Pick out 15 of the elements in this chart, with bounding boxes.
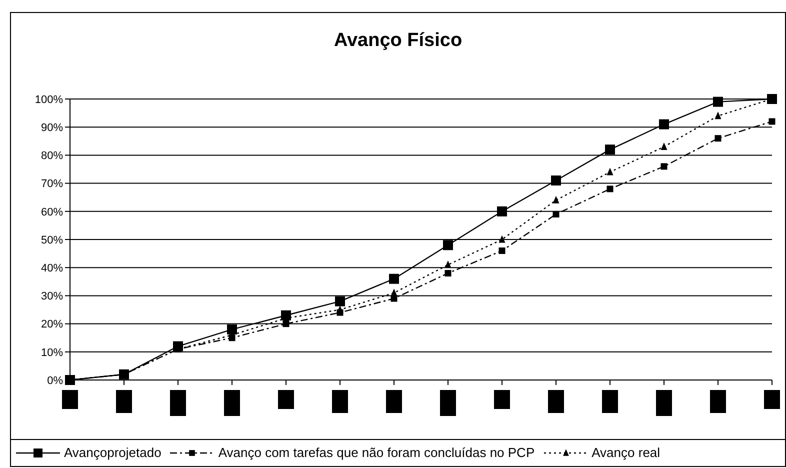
legend-label: Avanço real	[592, 445, 660, 460]
y-tick-label: 10%	[40, 346, 64, 359]
y-tick-label: 80%	[40, 150, 64, 162]
y-tick-label: 50%	[40, 234, 64, 246]
y-tick-label: 30%	[40, 290, 64, 303]
y-tick-label: 20%	[40, 318, 64, 331]
legend-label: Avançoprojetado	[64, 445, 162, 460]
legend-label: Avanço com tarefas que não foram concluídas no PCP	[218, 445, 535, 460]
chart-title: Avanço Físico	[332, 30, 464, 52]
y-tick-label: 60%	[40, 206, 64, 218]
y-tick-label: 0%	[47, 374, 64, 387]
y-tick-label: 90%	[40, 122, 64, 134]
y-tick-label: 70%	[40, 178, 64, 190]
y-tick-label: 40%	[40, 262, 64, 275]
y-tick-label: 100%	[34, 94, 64, 106]
